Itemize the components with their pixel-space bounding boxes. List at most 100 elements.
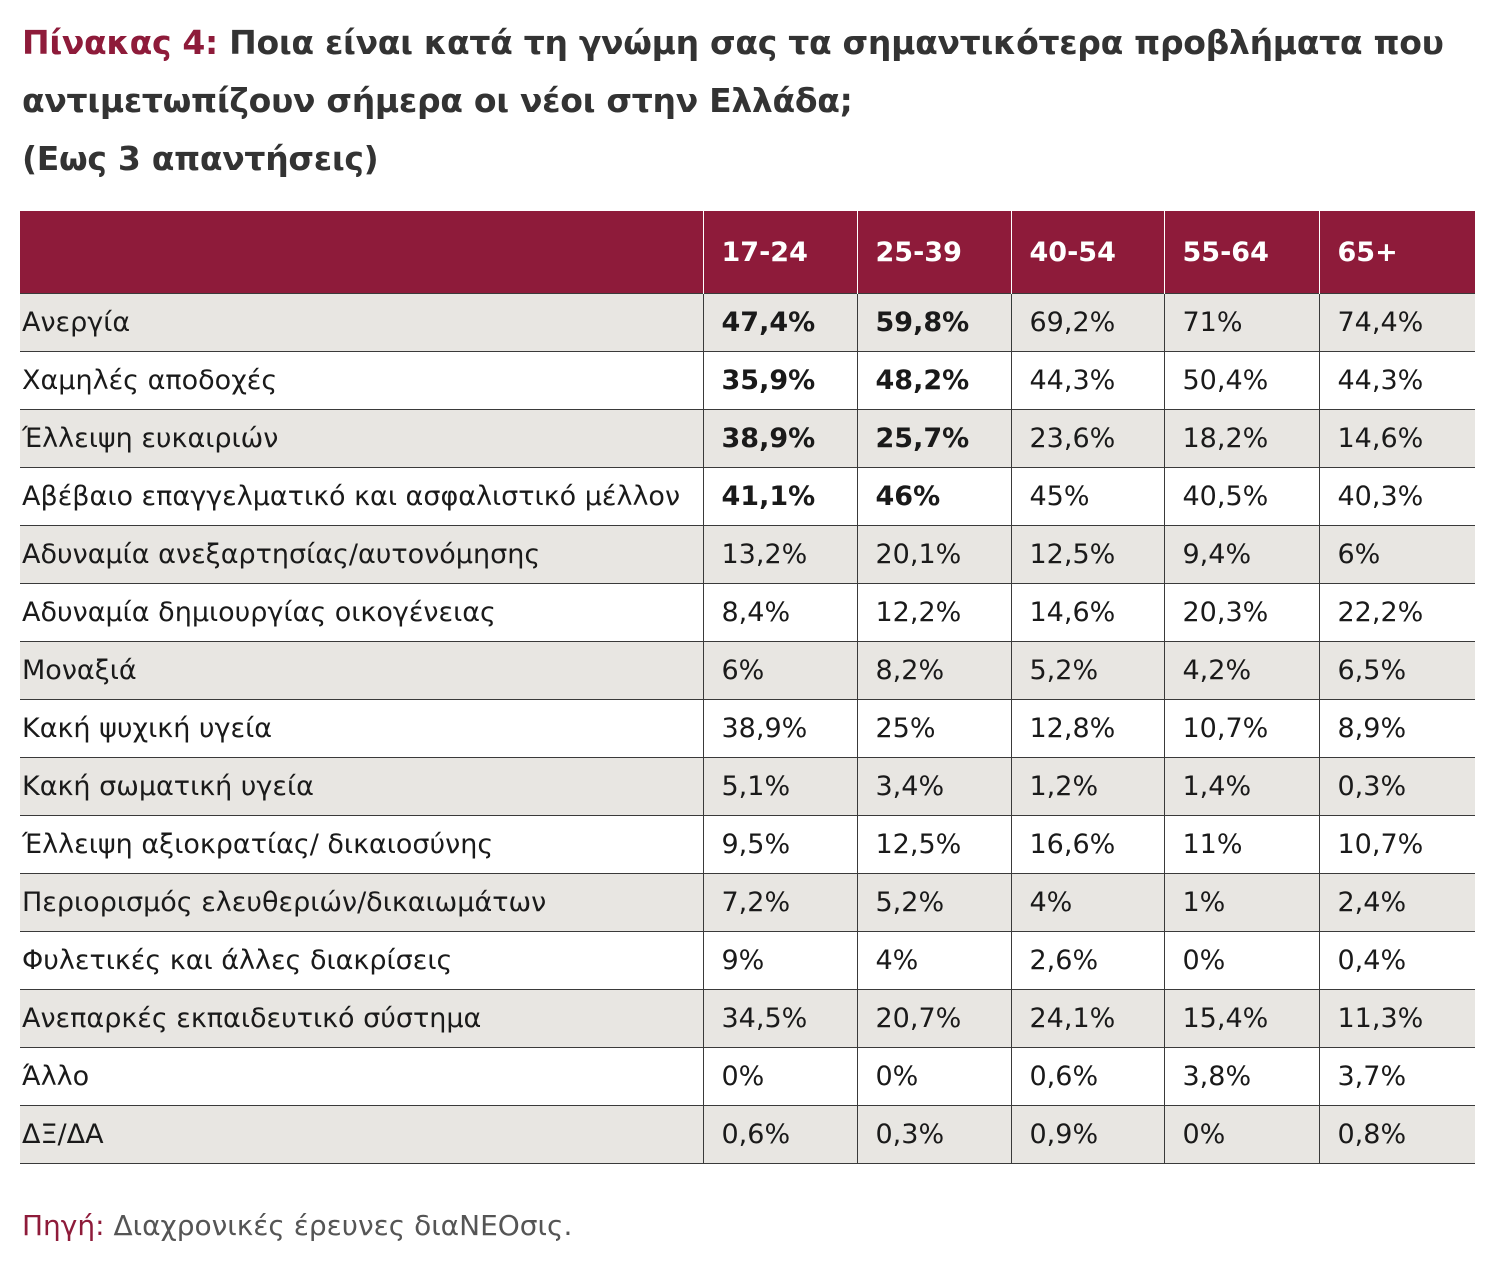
value-cell: 10,7% (1163, 699, 1319, 758)
value-cell: 15,4% (1163, 989, 1319, 1048)
value-cell: 41,1% (702, 467, 857, 526)
value-cell: 45% (1010, 467, 1164, 526)
value-cell: 40,5% (1163, 467, 1319, 526)
table-row: Αβέβαιο επαγγελματικό και ασφαλιστικό μέ… (20, 467, 1475, 526)
value-cell: 48,2% (856, 351, 1011, 410)
table-row: Άλλο 0% 0% 0,6% 3,8% 3,7% (20, 1047, 1475, 1106)
value-cell: 1% (1163, 873, 1319, 932)
value-cell: 4% (856, 931, 1011, 990)
value-cell: 3,8% (1163, 1047, 1319, 1106)
source-label: Πηγή: (22, 1209, 105, 1242)
row-label: Φυλετικές και άλλες διακρίσεις (20, 931, 703, 990)
value-cell: 10,7% (1318, 815, 1475, 874)
value-cell: 0,3% (856, 1105, 1011, 1164)
results-table: 17-24 25-39 40-54 55-64 65+ Ανεργία 47,4%… (20, 211, 1475, 1164)
value-cell: 8,2% (856, 641, 1011, 700)
value-cell: 2,4% (1318, 873, 1475, 932)
header-cell-17-24: 17-24 (702, 211, 857, 294)
value-cell: 6,5% (1318, 641, 1475, 700)
value-cell: 5,2% (856, 873, 1011, 932)
value-cell: 0,8% (1318, 1105, 1475, 1164)
value-cell: 6% (1318, 525, 1475, 584)
value-cell: 9% (702, 931, 857, 990)
header-cell-55-64: 55-64 (1163, 211, 1319, 294)
value-cell: 18,2% (1163, 409, 1319, 468)
table-row: Έλλειψη ευκαιριών 38,9% 25,7% 23,6% 18,2% 14,… (20, 409, 1475, 468)
row-label: Έλλειψη ευκαιριών (20, 409, 703, 468)
header-cell-label (20, 211, 703, 294)
value-cell: 1,4% (1163, 757, 1319, 816)
value-cell: 44,3% (1010, 351, 1164, 410)
row-label: Ανεργία (20, 293, 703, 352)
header-row: 17-24 25-39 40-54 55-64 65+ (20, 211, 1475, 294)
value-cell: 35,9% (702, 351, 857, 410)
value-cell: 20,1% (856, 525, 1011, 584)
row-label: ΔΞ/ΔΑ (20, 1105, 703, 1164)
header-cell-25-39: 25-39 (856, 211, 1011, 294)
title-line-1: Πίνακας 4: Ποια είναι κατά τη γνώμη σας … (22, 14, 1482, 72)
value-cell: 40,3% (1318, 467, 1475, 526)
value-cell: 2,6% (1010, 931, 1164, 990)
table-body: Ανεργία 47,4% 59,8% 69,2% 71% 74,4% Χαμηλές απ… (20, 293, 1475, 1164)
row-label: Περιορισμός ελευθεριών/δικαιωμάτων (20, 873, 703, 932)
title-question-part-2: αντιμετωπίζουν σήμερα οι νέοι στην Ελλάδ… (22, 81, 853, 120)
value-cell: 59,8% (856, 293, 1011, 352)
value-cell: 14,6% (1010, 583, 1164, 642)
value-cell: 7,2% (702, 873, 857, 932)
value-cell: 12,8% (1010, 699, 1164, 758)
table-row: Κακή ψυχική υγεία 38,9% 25% 12,8% 10,7% 8,9% (20, 699, 1475, 758)
source-text: Διαχρονικές έρευνες διαNEOσις. (113, 1209, 573, 1242)
value-cell: 8,9% (1318, 699, 1475, 758)
value-cell: 3,7% (1318, 1047, 1475, 1106)
table-row: ΔΞ/ΔΑ 0,6% 0,3% 0,9% 0% 0,8% (20, 1105, 1475, 1164)
table-row: Περιορισμός ελευθεριών/δικαιωμάτων 7,2% 5,… (20, 873, 1475, 932)
value-cell: 8,4% (702, 583, 857, 642)
value-cell: 9,5% (702, 815, 857, 874)
value-cell: 25% (856, 699, 1011, 758)
value-cell: 4,2% (1163, 641, 1319, 700)
value-cell: 13,2% (702, 525, 857, 584)
value-cell: 20,3% (1163, 583, 1319, 642)
value-cell: 69,2% (1010, 293, 1164, 352)
table-row: Μοναξιά 6% 8,2% 5,2% 4,2% 6,5% (20, 641, 1475, 700)
value-cell: 38,9% (702, 409, 857, 468)
value-cell: 50,4% (1163, 351, 1319, 410)
table-row: Κακή σωματική υγεία 5,1% 3,4% 1,2% 1,4% 0,3% (20, 757, 1475, 816)
value-cell: 0,6% (1010, 1047, 1164, 1106)
header-cell-40-54: 40-54 (1010, 211, 1164, 294)
value-cell: 3,4% (856, 757, 1011, 816)
value-cell: 34,5% (702, 989, 857, 1048)
table-title: Πίνακας 4: Ποια είναι κατά τη γνώμη σας … (22, 14, 1482, 188)
value-cell: 12,5% (856, 815, 1011, 874)
source-note: Πηγή: Διαχρονικές έρευνες διαNEOσις. (22, 1209, 572, 1242)
table-row: Έλλειψη αξιοκρατίας/ δικαιοσύνης 9,5% 12,5… (20, 815, 1475, 874)
value-cell: 12,2% (856, 583, 1011, 642)
value-cell: 5,1% (702, 757, 857, 816)
row-label: Κακή σωματική υγεία (20, 757, 703, 816)
row-label: Αδυναμία ανεξαρτησίας/αυτονόμησης (20, 525, 703, 584)
title-prefix: Πίνακας 4: (22, 23, 218, 62)
value-cell: 11,3% (1318, 989, 1475, 1048)
row-label: Έλλειψη αξιοκρατίας/ δικαιοσύνης (20, 815, 703, 874)
value-cell: 0% (856, 1047, 1011, 1106)
header-cell-65-plus: 65+ (1318, 211, 1475, 294)
value-cell: 47,4% (702, 293, 857, 352)
value-cell: 44,3% (1318, 351, 1475, 410)
row-label: Χαμηλές αποδοχές (20, 351, 703, 410)
value-cell: 71% (1163, 293, 1319, 352)
value-cell: 0,4% (1318, 931, 1475, 990)
value-cell: 0% (1163, 931, 1319, 990)
value-cell: 22,2% (1318, 583, 1475, 642)
value-cell: 23,6% (1010, 409, 1164, 468)
row-label: Κακή ψυχική υγεία (20, 699, 703, 758)
value-cell: 9,4% (1163, 525, 1319, 584)
value-cell: 11% (1163, 815, 1319, 874)
row-label: Αδυναμία δημιουργίας οικογένειας (20, 583, 703, 642)
value-cell: 46% (856, 467, 1011, 526)
value-cell: 0,3% (1318, 757, 1475, 816)
title-question-part-1: Ποια είναι κατά τη γνώμη σας τα σημαντικ… (229, 23, 1444, 62)
row-label: Άλλο (20, 1047, 703, 1106)
value-cell: 0% (702, 1047, 857, 1106)
value-cell: 12,5% (1010, 525, 1164, 584)
value-cell: 38,9% (702, 699, 857, 758)
